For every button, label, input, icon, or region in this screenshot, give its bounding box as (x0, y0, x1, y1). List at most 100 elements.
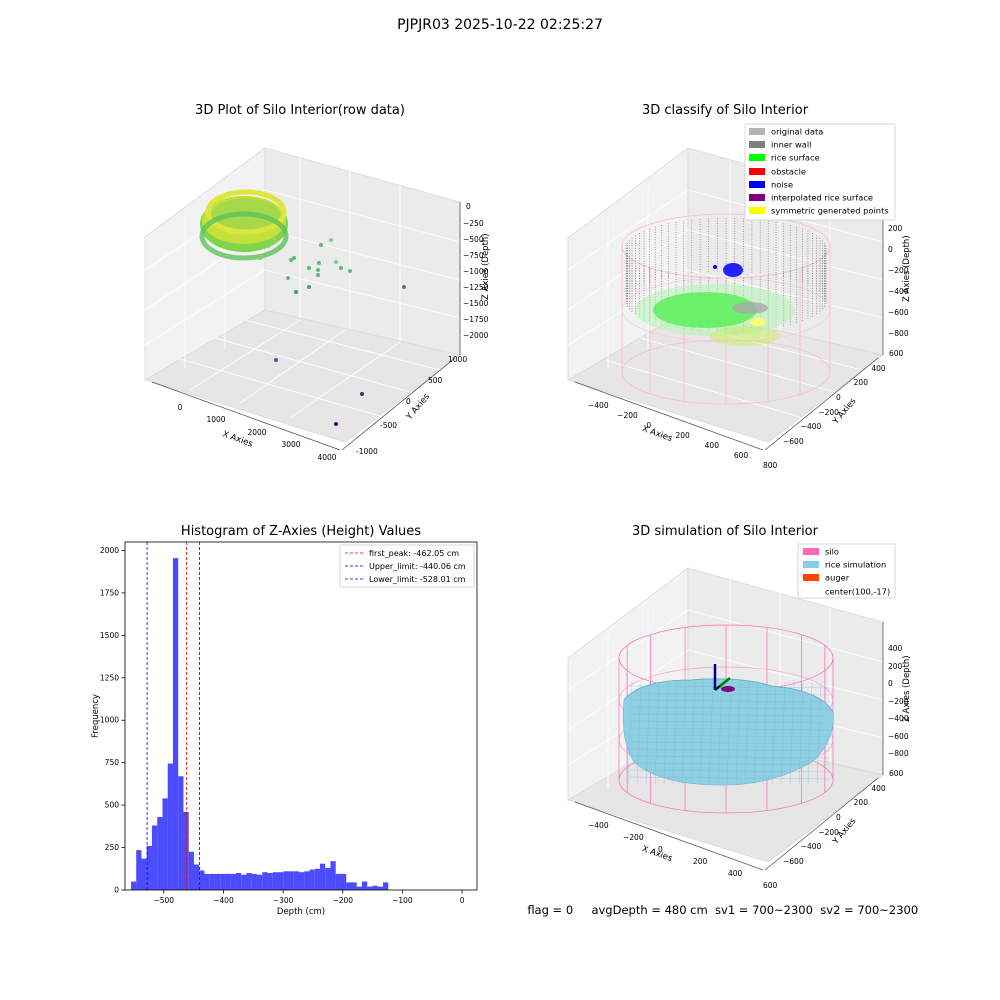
legend-label: rice simulation (825, 559, 887, 570)
classify-xtick: 200 (675, 431, 690, 440)
legend-label: noise (771, 179, 794, 190)
histogram-xtick: −300 (273, 896, 294, 905)
raw-ztick: −1000 (463, 267, 489, 276)
legend-label: silo (825, 546, 840, 557)
histogram-xtick: −500 (153, 896, 174, 905)
histogram-bar (382, 882, 389, 890)
histogram-ytick: 1000 (100, 716, 119, 725)
legend-swatch (749, 207, 765, 215)
histogram-bar (356, 886, 362, 890)
histogram-xtick: −200 (332, 896, 353, 905)
histogram-bar (372, 885, 378, 890)
histogram-ytick: 250 (105, 843, 120, 852)
simulation-ztick: −200 (888, 696, 909, 706)
raw-xtick: 4000 (317, 453, 336, 462)
legend-swatch (749, 167, 765, 175)
simulation-ztick: −400 (888, 714, 909, 723)
raw-ztick: −1750 (463, 315, 489, 324)
legend-item: interpolated rice surface (749, 192, 873, 203)
histogram-title: Histogram of Z-Axies (Height) Values (180, 524, 422, 539)
raw-ztick: 0 (466, 202, 471, 211)
histogram-xlabel: Depth (cm) (277, 907, 325, 917)
raw-ytick: 500 (428, 376, 443, 385)
histogram-bar (351, 882, 357, 890)
raw-xtick: 2000 (247, 428, 266, 437)
raw-ztick: −2000 (463, 331, 489, 340)
legend-swatch (749, 154, 765, 162)
histogram-bar (225, 873, 231, 890)
histogram-bar (230, 873, 236, 890)
histogram-bar (319, 863, 326, 890)
histogram-bar (146, 845, 152, 890)
histogram-legend-label: Lower_limit: -528.01 cm (369, 575, 466, 584)
legend-item: silo (803, 546, 839, 557)
histogram-xtick: −400 (213, 896, 234, 905)
legend-item: obstacle (749, 166, 806, 177)
histogram-bar (304, 871, 310, 890)
legend-item: original data (749, 126, 823, 137)
simulation-ytick: 200 (853, 798, 868, 808)
histogram-frame (124, 541, 478, 891)
histogram-bar (130, 881, 137, 890)
raw-ztick: −750 (463, 251, 484, 260)
histogram-ytick: 1750 (100, 588, 119, 597)
histogram-bar (262, 872, 268, 890)
raw-ytick: 0 (406, 397, 411, 406)
raw-ytick: -500 (380, 421, 397, 430)
histogram-bar (251, 873, 257, 890)
classify-ytick: 400 (871, 363, 886, 373)
status-footer: flag = 0 avgDepth = 480 cm sv1 = 700~230… (520, 889, 918, 917)
raw-zlabel: Z Axies (Depth) (481, 233, 491, 300)
histogram-bar (188, 851, 194, 890)
legend-item: rice surface (749, 152, 820, 163)
simulation-xtick: 400 (728, 869, 743, 878)
legend-swatch (803, 588, 819, 595)
simulation-xtick: 200 (693, 857, 708, 866)
histogram-bar (335, 873, 341, 890)
histogram-bar (325, 867, 331, 890)
histogram-bar (340, 873, 347, 890)
histogram-ytick: 0 (114, 886, 119, 895)
histogram-legend-label: Upper_limit: -440.06 cm (369, 562, 466, 571)
sv2-text: sv2 = 700~2300 (820, 903, 919, 917)
classify-ytick: −200 (818, 407, 839, 417)
histogram-bar (183, 811, 189, 890)
legend-label: rice surface (771, 152, 820, 163)
classify-xtick: 600 (733, 451, 749, 460)
raw-outlier-points (258, 237, 406, 426)
legend-item: auger (803, 572, 849, 583)
histogram-bar (288, 871, 294, 890)
histogram-ytick: 750 (105, 758, 120, 767)
histogram-bar (172, 558, 179, 890)
histogram-bar (204, 873, 210, 890)
simulation-ztick: 400 (888, 644, 903, 653)
histogram-bar (298, 872, 305, 890)
histogram-bar (157, 817, 163, 890)
simulation-ytick: −400 (800, 842, 822, 852)
histogram-bar (283, 871, 289, 890)
histogram-bar (199, 870, 205, 890)
histogram-bar (377, 886, 383, 890)
avg-depth-text: avgDepth = 480 cm (591, 903, 708, 917)
raw-ztick: −1500 (463, 299, 489, 308)
legend-swatch (749, 180, 765, 188)
histogram-ytick: 500 (105, 801, 120, 810)
simulation-ytick: 0 (836, 813, 841, 822)
histogram-bar (309, 869, 315, 890)
simulation-xtick: −400 (588, 821, 609, 830)
raw-ztick: −500 (463, 235, 484, 244)
legend-swatch (749, 128, 765, 135)
classify-ytick: 200 (853, 378, 868, 388)
histogram-ytick: 1500 (100, 631, 119, 640)
histogram-bar (367, 886, 373, 890)
raw-ztick: −250 (463, 219, 484, 228)
legend-label: obstacle (771, 166, 806, 177)
histogram-bar (136, 850, 142, 890)
legend-label: original data (771, 126, 824, 137)
simulation-ytick: 600 (889, 769, 904, 778)
histogram-xtick: 0 (460, 896, 465, 905)
simulation-ztick: −800 (888, 749, 909, 758)
simulation-ytick: −600 (783, 857, 804, 866)
classify-xtick: 800 (763, 461, 778, 470)
classify-ztick: −400 (888, 287, 909, 296)
